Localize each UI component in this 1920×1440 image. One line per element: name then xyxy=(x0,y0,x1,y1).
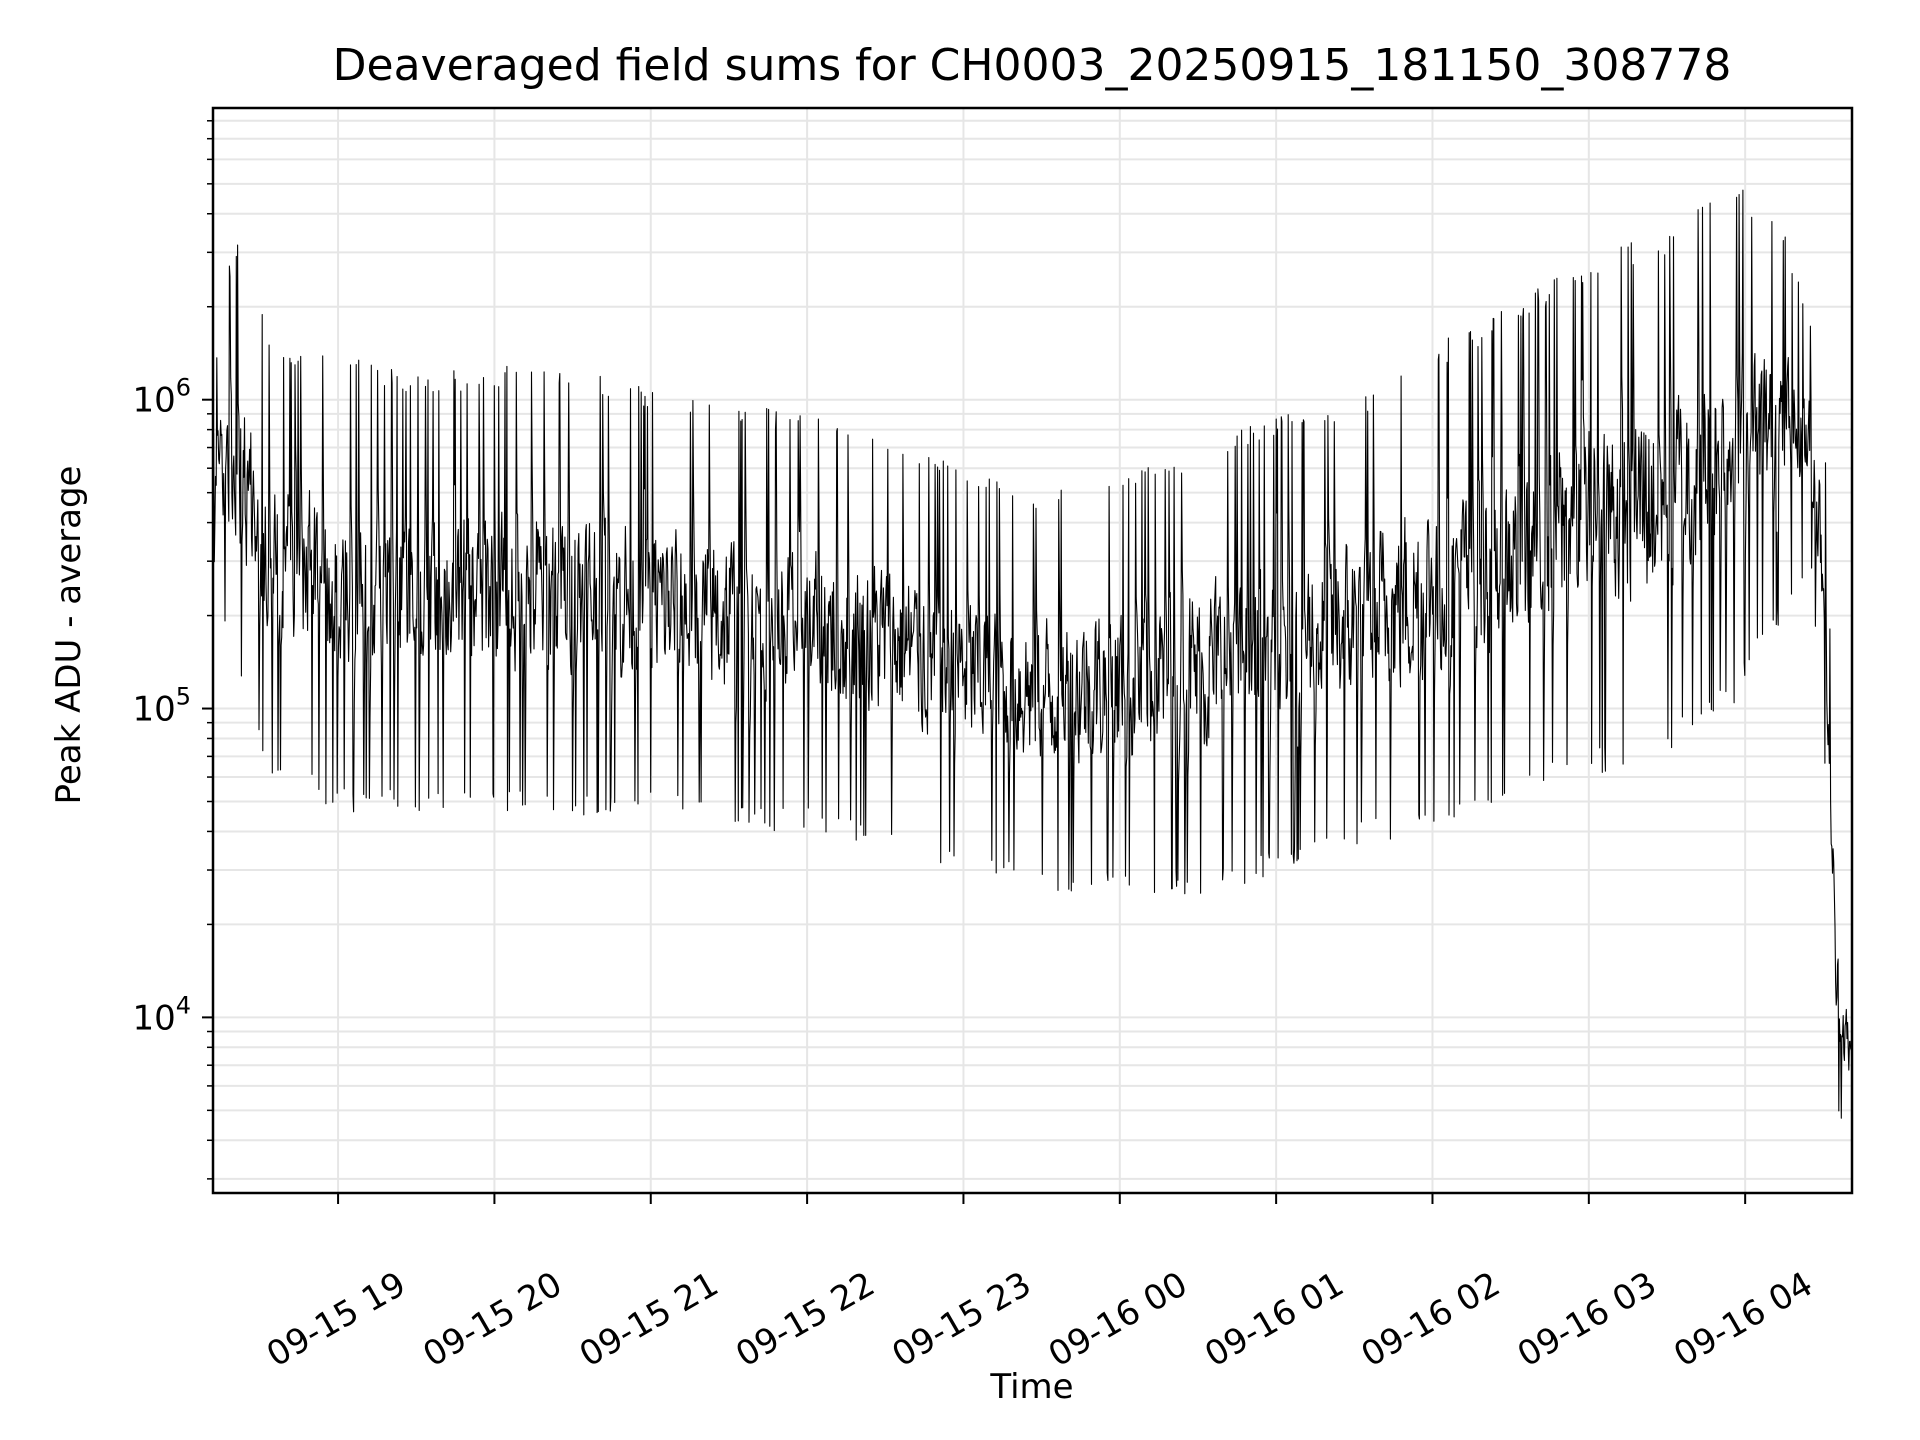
y-tick-label-base: 10 xyxy=(132,690,175,730)
chart-title: Deaveraged field sums for CH0003_2025091… xyxy=(333,40,1732,91)
y-tick-label-base: 10 xyxy=(132,381,175,421)
y-tick-label-exponent: 4 xyxy=(176,991,191,1019)
series-line xyxy=(212,189,1853,1119)
plot-frame xyxy=(211,106,1854,1195)
y-tick-label-base: 10 xyxy=(132,998,175,1038)
y-tick-label-exponent: 6 xyxy=(176,374,191,402)
series xyxy=(212,189,1853,1119)
y-tick-label: 105 xyxy=(132,683,191,730)
grid-minor xyxy=(213,119,1852,1180)
y-tick-label-exponent: 5 xyxy=(176,683,191,711)
y-tick-label: 104 xyxy=(132,991,191,1038)
y-tick-label: 106 xyxy=(132,374,191,421)
y-axis-label: Peak ADU - average xyxy=(49,466,89,805)
x-axis-label: Time xyxy=(989,1367,1073,1407)
